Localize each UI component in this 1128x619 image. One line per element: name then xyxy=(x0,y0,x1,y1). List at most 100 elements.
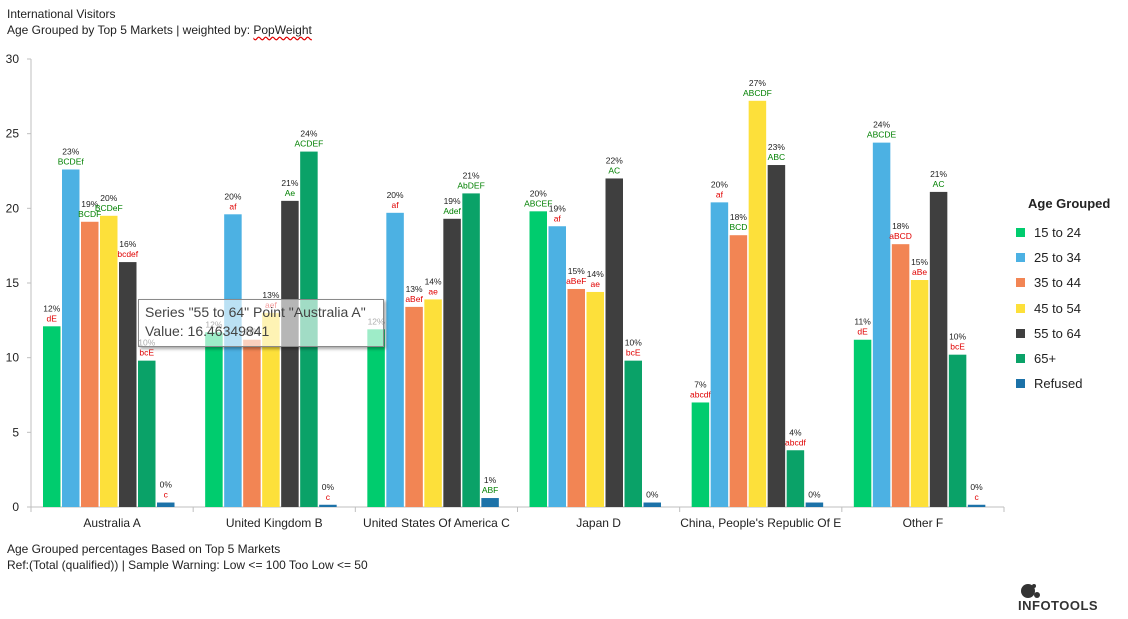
legend-label: 15 to 24 xyxy=(1034,225,1081,241)
y-tick-label: 0 xyxy=(12,500,19,514)
bar xyxy=(138,360,156,507)
legend-label: 35 to 44 xyxy=(1034,275,1081,291)
logo-text: INFOTOOLS xyxy=(1018,598,1099,613)
bar xyxy=(729,235,748,508)
significance-label: Adef xyxy=(443,206,461,216)
bar xyxy=(929,191,948,507)
bar xyxy=(853,339,872,507)
data-label: 14% xyxy=(587,269,604,279)
data-label: 24% xyxy=(873,120,890,130)
legend-swatch xyxy=(1016,253,1025,263)
significance-label: Ae xyxy=(285,188,296,198)
bar xyxy=(767,165,786,507)
significance-label: ABCEF xyxy=(524,198,552,208)
legend-label: Refused xyxy=(1034,376,1083,392)
bar xyxy=(157,502,175,507)
data-label: 21% xyxy=(463,170,480,180)
significance-label: abcdf xyxy=(690,389,711,399)
significance-label: c xyxy=(326,492,331,502)
data-label: 15% xyxy=(568,266,585,276)
data-label: 0% xyxy=(322,482,335,492)
bar xyxy=(262,312,280,507)
bar xyxy=(100,215,118,508)
data-label: 18% xyxy=(892,221,909,231)
hover-tooltip: Series "55 to 64" Point "Australia A" Va… xyxy=(138,299,384,347)
legend-item: 15 to 24 xyxy=(1016,220,1110,245)
y-tick-label: 5 xyxy=(12,425,19,439)
x-category-label: Japan D xyxy=(576,516,621,530)
significance-label: BCD xyxy=(729,222,747,232)
y-tick-label: 10 xyxy=(6,351,20,365)
bar xyxy=(319,504,337,507)
significance-label: ABF xyxy=(482,485,499,495)
data-label: 11% xyxy=(854,317,871,327)
legend: Age Grouped 15 to 24 25 to 34 35 to 44 45 t… xyxy=(1016,196,1110,396)
legend-item: 55 to 64 xyxy=(1016,321,1110,346)
x-category-label: Australia A xyxy=(83,516,140,530)
x-category-label: China, People's Republic Of E xyxy=(680,516,841,530)
significance-label: af xyxy=(554,213,562,223)
bar xyxy=(481,498,499,507)
legend-label: 55 to 64 xyxy=(1034,325,1081,341)
x-category-label: United Kingdom B xyxy=(226,516,323,530)
bar xyxy=(643,502,661,507)
data-label: 24% xyxy=(300,129,317,139)
bar xyxy=(948,354,967,507)
bar xyxy=(786,450,805,507)
bar xyxy=(567,288,585,507)
data-label: 19% xyxy=(444,196,461,206)
data-label: 10% xyxy=(625,338,642,348)
significance-label: aBCD xyxy=(889,231,912,241)
bar xyxy=(605,178,623,507)
bar xyxy=(43,326,61,507)
data-label: 21% xyxy=(930,169,947,179)
legend-swatch xyxy=(1016,379,1025,389)
bar xyxy=(805,502,824,507)
bar xyxy=(424,299,442,507)
data-label: 20% xyxy=(387,190,404,200)
data-label: 1% xyxy=(484,475,497,485)
tooltip-series: Series "55 to 64" Point "Australia A" xyxy=(145,304,366,320)
data-label: 19% xyxy=(81,199,98,209)
bar xyxy=(872,142,891,508)
significance-label: bcdef xyxy=(117,249,138,259)
bar xyxy=(81,221,99,508)
legend-items: 15 to 24 25 to 34 35 to 44 45 to 54 55 to 64… xyxy=(1016,220,1110,396)
significance-label: ABCDF xyxy=(743,88,772,98)
data-label: 0% xyxy=(808,490,821,500)
bar xyxy=(691,402,710,507)
logo-mark-icon xyxy=(1021,584,1040,598)
bar xyxy=(119,262,137,507)
legend-swatch xyxy=(1016,328,1025,338)
data-label: 0% xyxy=(646,490,659,500)
data-label: 20% xyxy=(530,188,547,198)
bar xyxy=(281,200,299,507)
chart-title: International Visitors xyxy=(7,7,116,21)
significance-label: aBef xyxy=(405,294,423,304)
significance-label: BCDF xyxy=(78,209,101,219)
bar xyxy=(224,214,242,507)
significance-label: dE xyxy=(857,327,868,337)
significance-label: ABC xyxy=(768,152,785,162)
legend-title: Age Grouped xyxy=(1028,196,1111,211)
legend-swatch xyxy=(1016,228,1025,238)
data-label: 0% xyxy=(160,480,173,490)
significance-label: c xyxy=(974,492,979,502)
bar xyxy=(910,280,929,507)
significance-label: ACDEF xyxy=(295,139,324,149)
significance-label: BCDeF xyxy=(95,203,123,213)
significance-label: af xyxy=(392,200,400,210)
subtitle-prefix: Age Grouped by Top 5 Markets | weighted … xyxy=(7,23,254,37)
significance-label: aBeF xyxy=(566,276,586,286)
y-tick-label: 15 xyxy=(6,276,20,290)
bar xyxy=(548,226,566,507)
y-tick-label: 20 xyxy=(6,201,20,215)
bar xyxy=(386,212,404,507)
footnote-base: Age Grouped percentages Based on Top 5 M… xyxy=(7,542,281,556)
legend-swatch xyxy=(1016,303,1025,313)
bar xyxy=(243,339,261,507)
legend-item: 35 to 44 xyxy=(1016,270,1110,295)
data-label: 23% xyxy=(62,147,79,157)
data-label: 20% xyxy=(224,191,241,201)
significance-label: ae xyxy=(591,279,601,289)
